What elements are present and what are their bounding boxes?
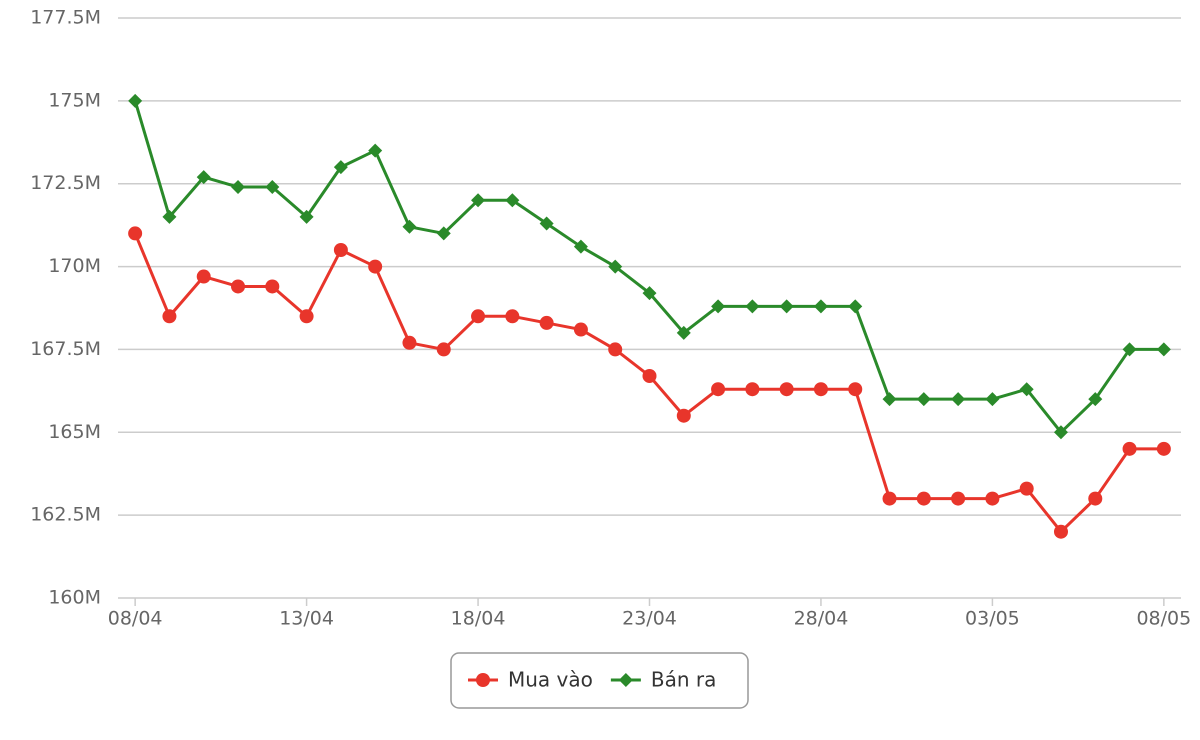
data-point — [1019, 481, 1034, 496]
data-point — [951, 491, 966, 506]
y-tick-label: 162.5M — [30, 504, 101, 526]
y-tick-label: 167.5M — [30, 338, 101, 360]
data-point — [539, 315, 554, 330]
data-point — [1122, 441, 1137, 456]
data-point — [402, 335, 417, 350]
data-point — [196, 269, 211, 284]
data-point — [951, 392, 966, 407]
data-point — [745, 299, 760, 314]
data-point — [985, 392, 1000, 407]
data-point — [1156, 342, 1171, 357]
data-point — [539, 216, 554, 231]
legend-marker — [476, 673, 490, 687]
data-point — [882, 491, 897, 506]
data-point — [1088, 491, 1103, 506]
legend-label: Bán ra — [651, 668, 717, 692]
x-tick-label: 28/04 — [794, 608, 849, 630]
data-point — [779, 382, 794, 397]
data-point — [642, 368, 657, 383]
data-point — [813, 382, 828, 397]
data-point — [368, 143, 383, 158]
y-tick-label: 172.5M — [30, 172, 101, 194]
data-point — [128, 93, 143, 108]
data-point — [162, 209, 177, 224]
data-point — [333, 243, 348, 257]
data-point — [436, 226, 451, 241]
data-point — [711, 382, 726, 397]
data-point — [162, 309, 177, 324]
data-point — [813, 299, 828, 314]
data-point — [711, 299, 726, 314]
y-tick-label: 165M — [48, 421, 101, 443]
legend-box — [450, 652, 749, 709]
y-tick-label: 170M — [48, 255, 101, 277]
data-point — [608, 342, 623, 357]
data-point — [1088, 392, 1103, 407]
data-point — [573, 322, 588, 337]
data-point — [608, 259, 623, 274]
data-point — [676, 325, 691, 340]
y-tick-label: 160M — [48, 587, 101, 609]
data-point — [1053, 425, 1068, 440]
data-point — [916, 392, 931, 407]
data-point — [779, 299, 794, 314]
x-tick-label: 18/04 — [451, 608, 506, 630]
data-point — [402, 219, 417, 234]
legend-label: Mua vào — [508, 668, 593, 692]
data-point — [436, 342, 451, 357]
data-point — [1156, 441, 1171, 456]
data-point — [299, 209, 314, 224]
x-tick-label: 08/04 — [108, 608, 163, 630]
data-point — [676, 408, 691, 423]
data-point — [231, 180, 246, 195]
y-tick-label: 177.5M — [30, 7, 101, 29]
data-point — [848, 299, 863, 314]
data-point — [368, 259, 383, 274]
x-tick-label: 03/05 — [965, 608, 1020, 630]
data-point — [265, 279, 280, 294]
data-point — [265, 180, 280, 195]
data-point — [333, 160, 348, 175]
x-tick-label: 08/05 — [1136, 608, 1191, 630]
data-point — [471, 309, 486, 324]
data-point — [1053, 524, 1068, 539]
data-point — [573, 239, 588, 254]
data-point — [882, 392, 897, 407]
data-point — [642, 286, 657, 301]
data-point — [471, 193, 486, 208]
data-point — [128, 226, 143, 241]
x-tick-label: 23/04 — [622, 608, 677, 630]
y-tick-label: 175M — [48, 89, 101, 111]
data-point — [745, 382, 760, 397]
data-point — [505, 309, 520, 324]
x-tick-label: 13/04 — [279, 608, 334, 630]
data-point — [1122, 342, 1137, 357]
data-point — [299, 309, 314, 324]
data-point — [1019, 382, 1034, 397]
data-point — [231, 279, 246, 294]
legend-marker — [618, 673, 633, 687]
data-point — [848, 382, 863, 397]
data-point — [916, 491, 931, 506]
data-point — [196, 170, 211, 185]
data-point — [985, 491, 1000, 506]
data-point — [505, 193, 520, 208]
